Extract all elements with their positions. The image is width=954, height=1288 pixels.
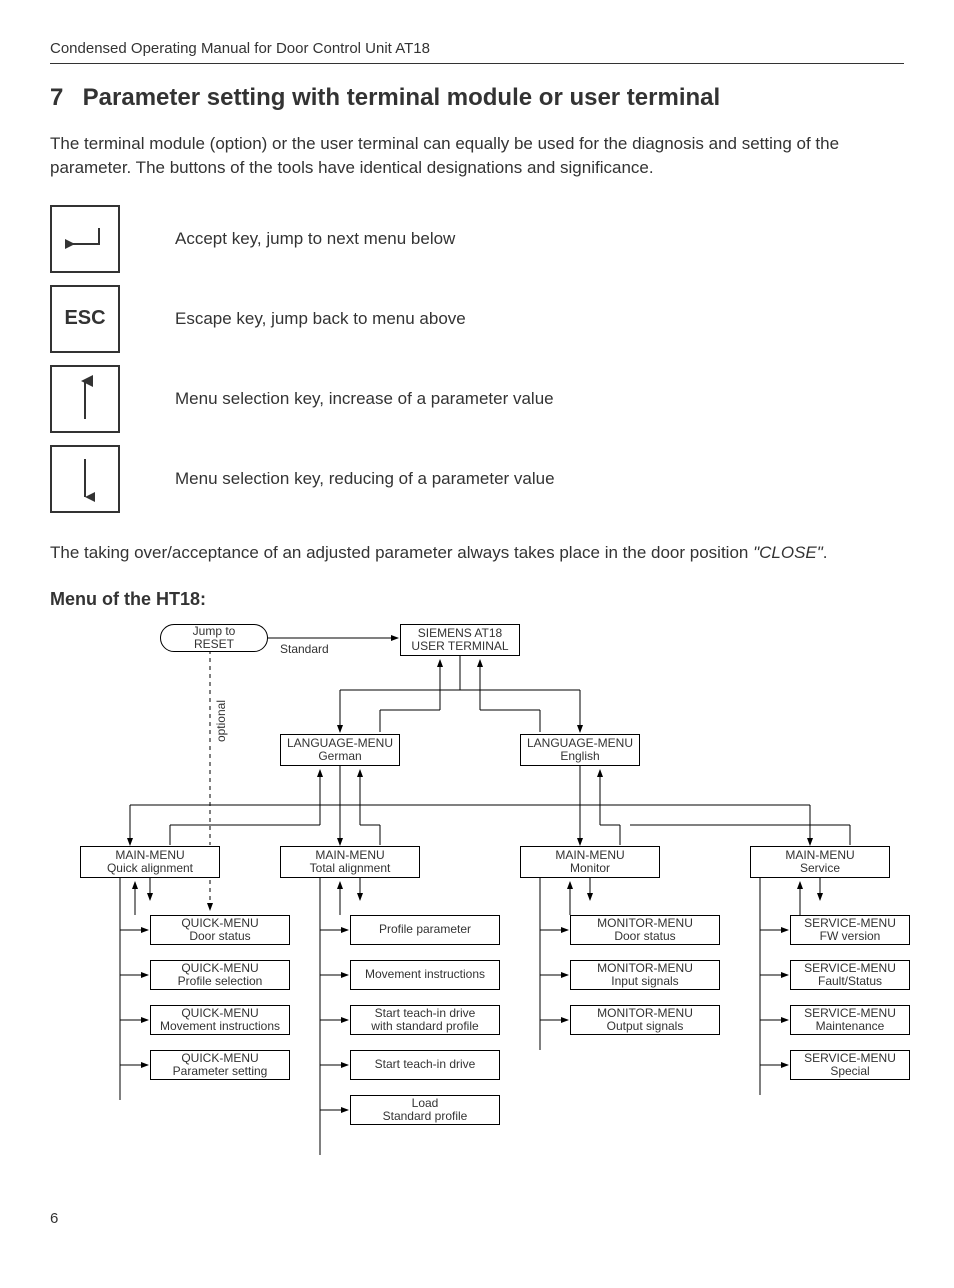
note-paragraph: The taking over/acceptance of an adjuste… xyxy=(50,541,904,565)
node-lang-en: LANGUAGE-MENUEnglish xyxy=(520,734,640,766)
node-s3: SERVICE-MENUMaintenance xyxy=(790,1005,910,1035)
node-t4: Start teach-in drive xyxy=(350,1050,500,1080)
node-q4: QUICK-MENUParameter setting xyxy=(150,1050,290,1080)
section-number: 7 xyxy=(50,84,76,112)
esc-key-desc: Escape key, jump back to menu above xyxy=(175,309,466,329)
node-t1: Profile parameter xyxy=(350,915,500,945)
node-t5: LoadStandard profile xyxy=(350,1095,500,1125)
node-m1: MONITOR-MENUDoor status xyxy=(570,915,720,945)
node-s1: SERVICE-MENUFW version xyxy=(790,915,910,945)
node-reset: Jump toRESET xyxy=(160,624,268,652)
node-q2: QUICK-MENUProfile selection xyxy=(150,960,290,990)
menu-heading: Menu of the HT18: xyxy=(50,589,904,610)
up-key-desc: Menu selection key, increase of a parame… xyxy=(175,389,554,409)
page-number: 6 xyxy=(50,1210,904,1227)
node-q1: QUICK-MENUDoor status xyxy=(150,915,290,945)
esc-key-icon: ESC xyxy=(50,285,120,353)
node-m2: MONITOR-MENUInput signals xyxy=(570,960,720,990)
label-optional: optional xyxy=(214,700,228,742)
node-t2: Movement instructions xyxy=(350,960,500,990)
node-mm-total: MAIN-MENUTotal alignment xyxy=(280,846,420,878)
enter-key-icon xyxy=(50,205,120,273)
down-key-icon xyxy=(50,445,120,513)
down-key-desc: Menu selection key, reducing of a parame… xyxy=(175,469,555,489)
section-heading: 7 Parameter setting with terminal module… xyxy=(50,84,904,112)
node-mm-service: MAIN-MENUService xyxy=(750,846,890,878)
enter-key-desc: Accept key, jump to next menu below xyxy=(175,229,455,249)
page-header: Condensed Operating Manual for Door Cont… xyxy=(50,40,904,64)
intro-paragraph: The terminal module (option) or the user… xyxy=(50,132,904,180)
menu-flowchart: Jump toRESET Standard optional SIEMENS A… xyxy=(70,620,910,1180)
node-t3: Start teach-in drivewith standard profil… xyxy=(350,1005,500,1035)
section-title: Parameter setting with terminal module o… xyxy=(83,84,721,111)
node-m3: MONITOR-MENUOutput signals xyxy=(570,1005,720,1035)
node-top: SIEMENS AT18USER TERMINAL xyxy=(400,624,520,656)
node-q3: QUICK-MENUMovement instructions xyxy=(150,1005,290,1035)
node-mm-quick: MAIN-MENUQuick alignment xyxy=(80,846,220,878)
node-mm-monitor: MAIN-MENUMonitor xyxy=(520,846,660,878)
up-key-icon xyxy=(50,365,120,433)
node-s2: SERVICE-MENUFault/Status xyxy=(790,960,910,990)
node-s4: SERVICE-MENUSpecial xyxy=(790,1050,910,1080)
label-standard: Standard xyxy=(280,642,329,656)
node-lang-de: LANGUAGE-MENUGerman xyxy=(280,734,400,766)
